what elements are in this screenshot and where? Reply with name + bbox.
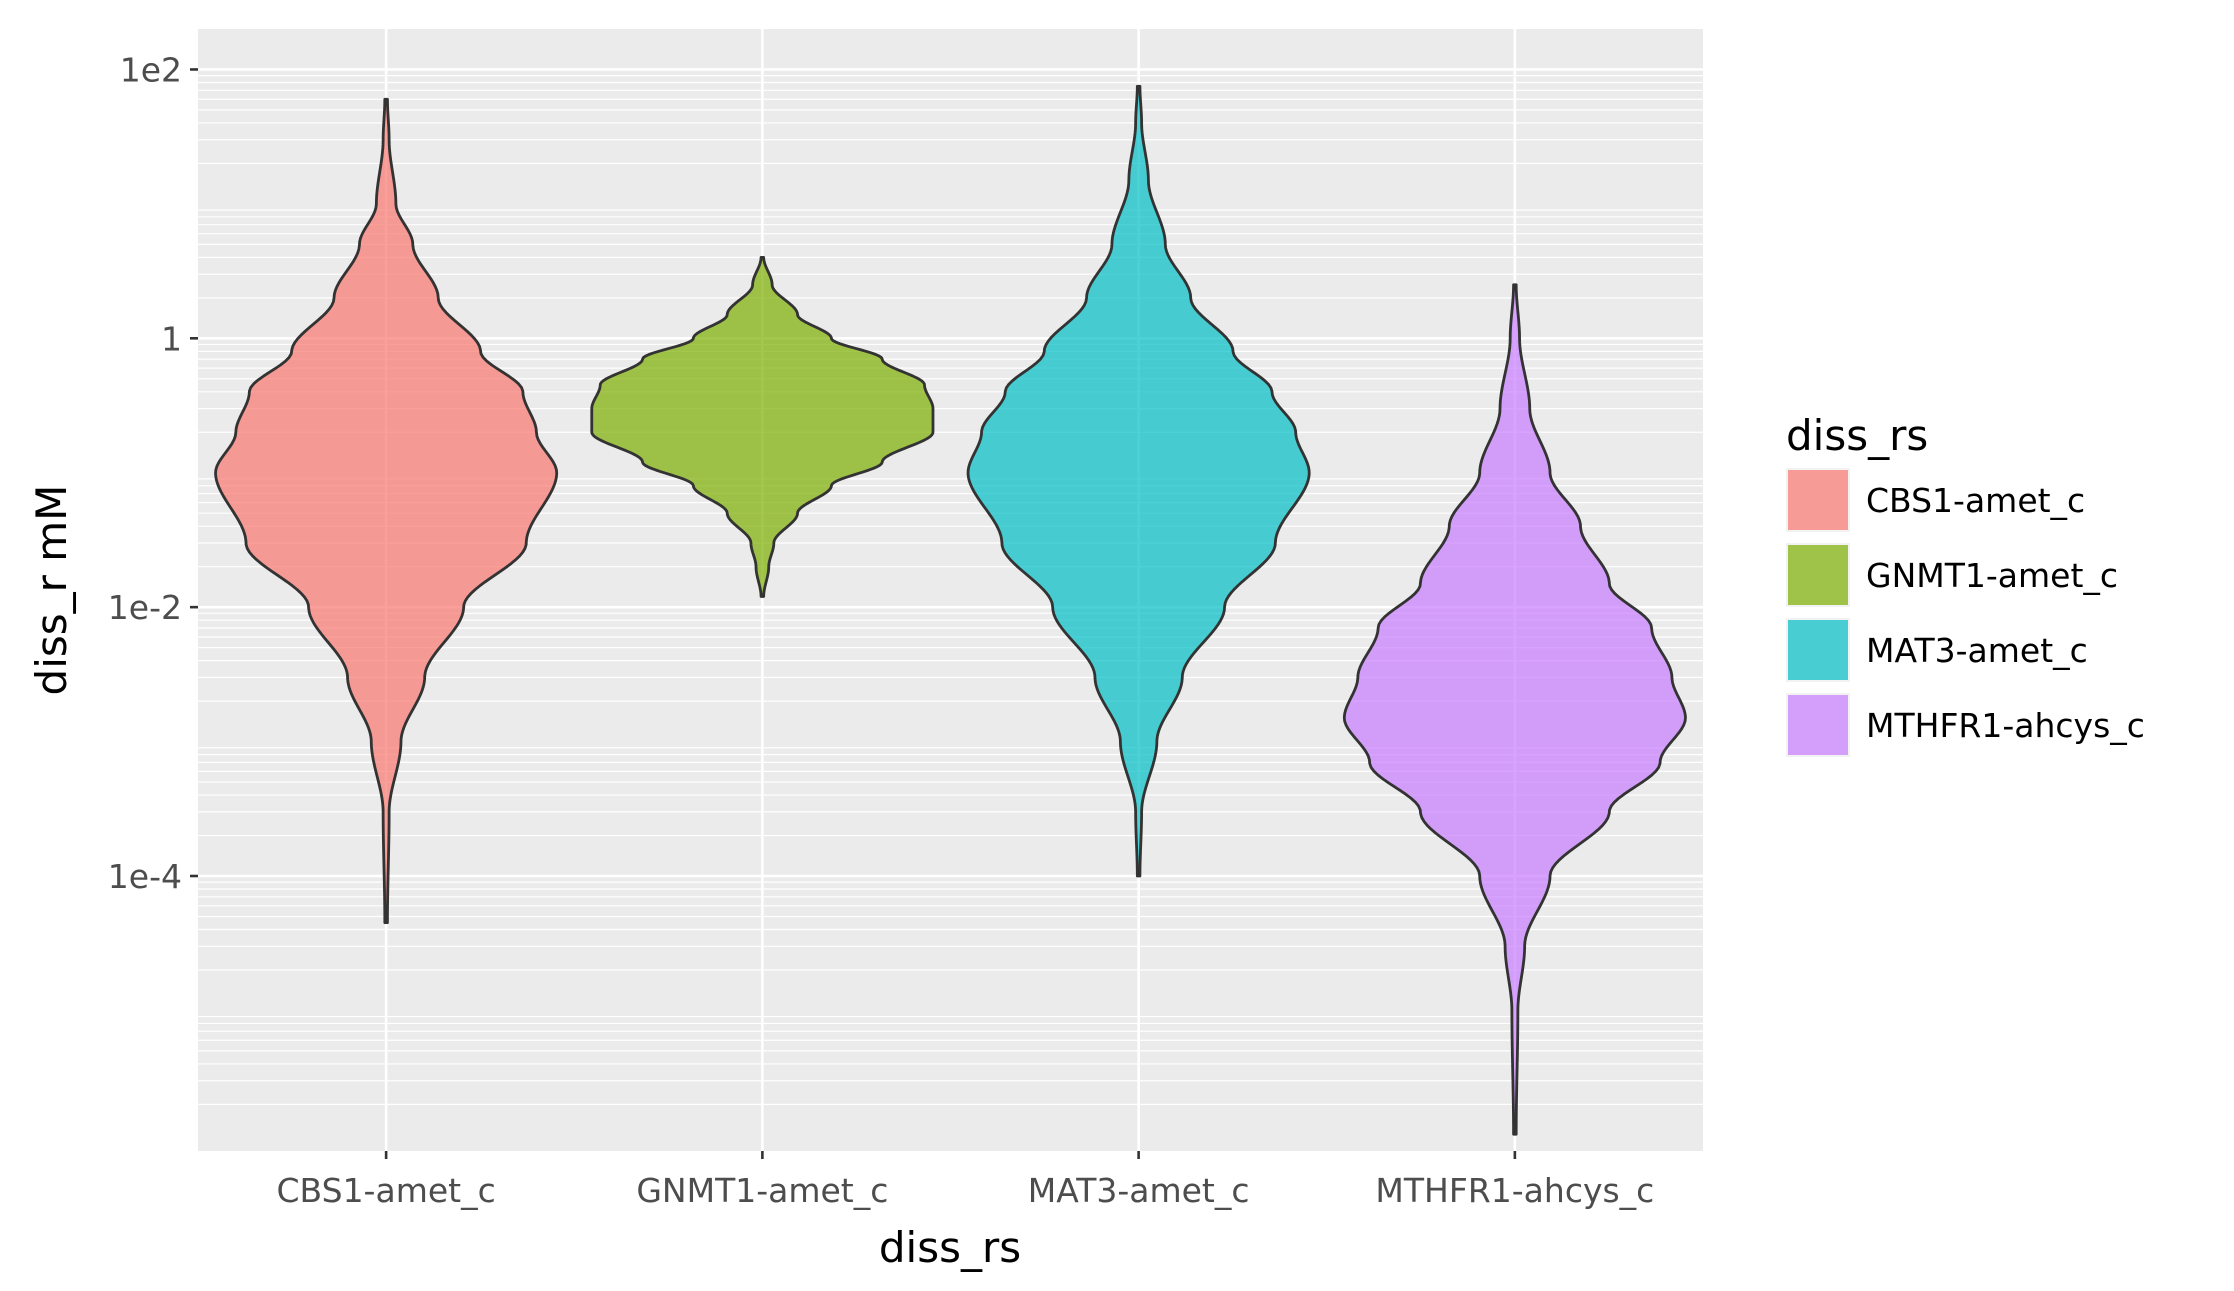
legend-label: CBS1-amet_c — [1866, 481, 2085, 520]
y-axis-title: diss_r mM — [27, 485, 76, 696]
legend-title: diss_rs — [1786, 411, 1928, 460]
violin-CBS1-amet_c — [214, 97, 559, 925]
legend-key-CBS1-amet_c — [1788, 470, 1848, 530]
legend-key-GNMT1-amet_c — [1788, 545, 1848, 605]
y-tick-label: 1e2 — [120, 50, 182, 89]
legend: diss_rs CBS1-amet_c GNMT1-amet_c MAT3-amet… — [1786, 411, 2145, 757]
legend-label: MTHFR1-ahcys_c — [1866, 706, 2145, 745]
legend-label: GNMT1-amet_c — [1866, 556, 2118, 595]
y-axis: 1e-4 1e-2 1 1e2 — [108, 50, 198, 896]
violin-MAT3-amet_c — [966, 84, 1311, 878]
y-tick-label: 1e-2 — [108, 588, 182, 627]
x-tick-label: CBS1-amet_c — [277, 1171, 496, 1210]
y-tick-label: 1e-4 — [108, 857, 182, 896]
x-tick-label: MTHFR1-ahcys_c — [1375, 1171, 1654, 1210]
legend-label: MAT3-amet_c — [1866, 631, 2088, 670]
legend-key-MAT3-amet_c — [1788, 620, 1848, 680]
y-tick-label: 1 — [161, 319, 182, 358]
x-axis-title: diss_rs — [879, 1223, 1021, 1272]
x-tick-label: GNMT1-amet_c — [636, 1171, 888, 1210]
legend-key-MTHFR1-ahcys_c — [1788, 695, 1848, 755]
x-tick-label: MAT3-amet_c — [1028, 1171, 1250, 1210]
violin-GNMT1-amet_c — [590, 255, 935, 598]
x-axis: CBS1-amet_c GNMT1-amet_c MAT3-amet_c MTHFR1… — [277, 1151, 1654, 1210]
violins — [214, 84, 1687, 1136]
violin-MTHFR1-ahcys_c — [1342, 283, 1687, 1136]
